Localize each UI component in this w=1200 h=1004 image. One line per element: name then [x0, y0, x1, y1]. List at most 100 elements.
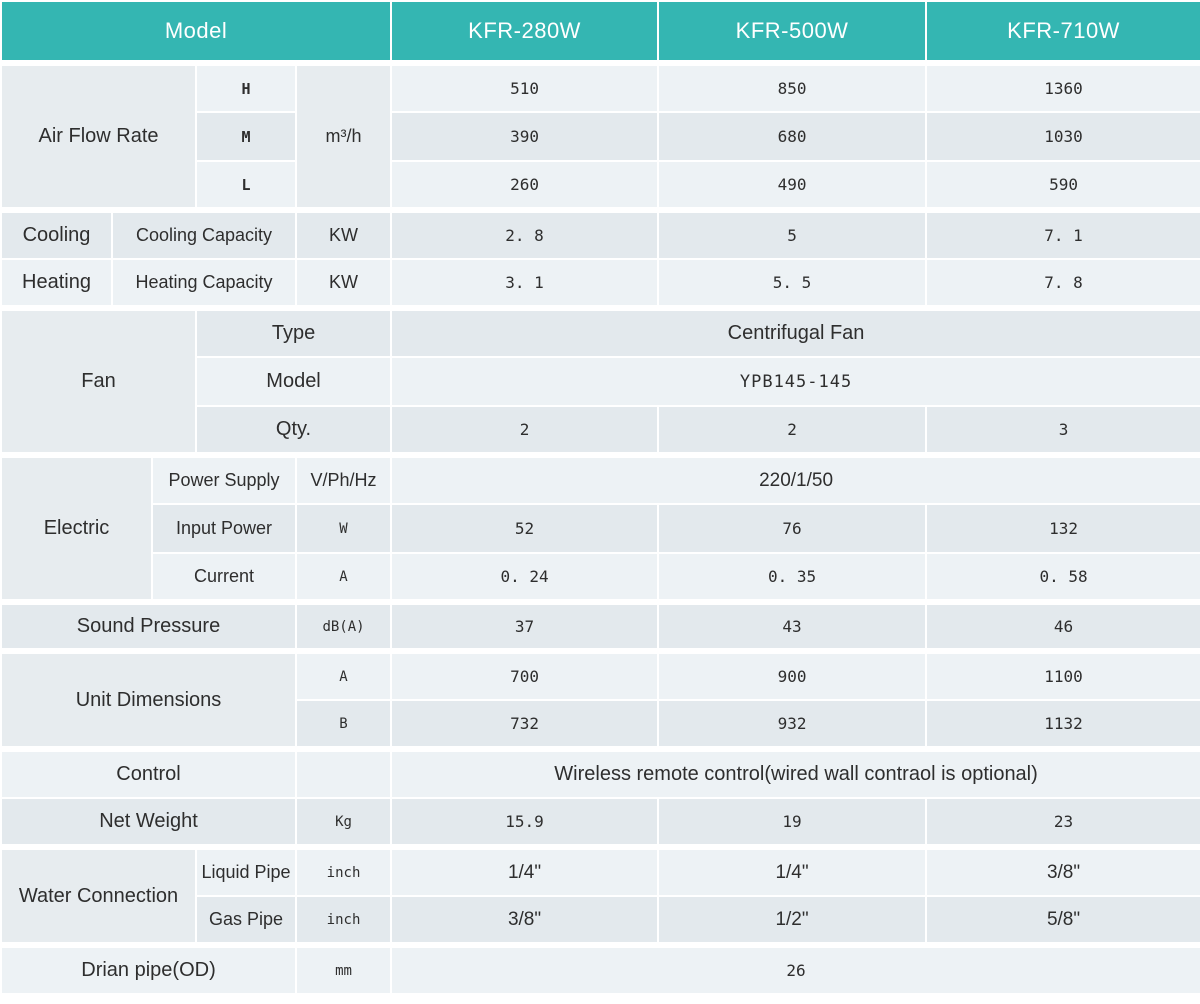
electric-label: Electric [0, 452, 153, 603]
net-weight-value: 19 [657, 797, 928, 848]
cooling-value: 5 [657, 207, 928, 260]
dimension-a-value: 700 [390, 648, 660, 701]
row-fan-model: Model YPB145-145 [1, 356, 1200, 407]
row-drain-pipe: Drian pipe(OD) mm 26 [0, 942, 1200, 995]
fan-type-value: Centrifugal Fan [390, 305, 1200, 358]
input-power-unit: W [294, 503, 393, 554]
row-fan-type: Fan Type Centrifugal Fan [0, 305, 1200, 456]
net-weight-label: Net Weight [0, 797, 297, 848]
gas-pipe-label: Gas Pipe [195, 895, 297, 946]
dimension-a-value: 900 [657, 648, 928, 701]
dimension-b-label: B [294, 699, 393, 750]
row-fan-qty: Qty. 2 2 3 [1, 405, 1200, 456]
gas-pipe-value: 3/8" [390, 895, 660, 946]
liquid-pipe-unit: inch [294, 844, 393, 897]
gas-pipe-value: 5/8" [925, 895, 1200, 946]
liquid-pipe-label: Liquid Pipe [195, 844, 297, 897]
unit-dimensions-label: Unit Dimensions [0, 648, 297, 750]
gas-pipe-value: 1/2" [657, 895, 928, 946]
fan-qty-value: 3 [925, 405, 1200, 456]
cooling-value: 2. 8 [390, 207, 660, 260]
air-flow-speed-l: L [195, 160, 297, 211]
row-dimension-b: B 732 932 1132 [1, 699, 1200, 750]
cooling-label: Cooling [0, 207, 113, 260]
power-supply-unit: V/Ph/Hz [294, 452, 393, 505]
air-flow-speed-h: H [195, 60, 297, 113]
row-control: Control Wireless remote control(wired wa… [0, 746, 1200, 799]
row-dimension-a: Unit Dimensions A 700 900 1100 [0, 648, 1200, 750]
air-flow-unit: m³/h [294, 60, 393, 211]
heating-value: 5. 5 [657, 258, 928, 309]
current-unit: A [294, 552, 393, 603]
heating-capacity-label: Heating Capacity [111, 258, 297, 309]
sound-pressure-value: 37 [390, 599, 660, 652]
air-flow-h-value: 1360 [925, 60, 1200, 113]
drain-pipe-value: 26 [390, 942, 1200, 995]
fan-qty-label: Qty. [194, 405, 393, 456]
sound-pressure-value: 43 [657, 599, 928, 652]
fan-model-label: Model [194, 356, 393, 407]
net-weight-value: 15.9 [390, 797, 660, 848]
air-flow-l-value: 490 [657, 160, 928, 211]
control-label: Control [0, 746, 297, 799]
input-power-value: 132 [925, 503, 1200, 554]
row-heating: Heating Heating Capacity KW 3. 1 5. 5 7.… [0, 258, 1200, 309]
air-flow-m-value: 390 [390, 111, 660, 162]
input-power-value: 76 [657, 503, 928, 554]
dimension-b-value: 732 [390, 699, 660, 750]
model-column-kfr-710w: KFR-710W [925, 0, 1200, 64]
drain-pipe-label: Drian pipe(OD) [0, 942, 297, 995]
air-flow-speed-m: M [195, 111, 297, 162]
dimension-a-value: 1100 [925, 648, 1200, 701]
sound-pressure-label: Sound Pressure [0, 599, 297, 652]
fan-qty-value: 2 [657, 405, 928, 456]
liquid-pipe-value: 3/8" [925, 844, 1200, 897]
cooling-unit: KW [294, 207, 393, 260]
heating-value: 7. 8 [925, 258, 1200, 309]
air-flow-h-value: 850 [657, 60, 928, 113]
liquid-pipe-value: 1/4" [657, 844, 928, 897]
row-net-weight: Net Weight Kg 15.9 19 23 [0, 797, 1200, 848]
current-value: 0. 58 [925, 552, 1200, 603]
control-value: Wireless remote control(wired wall contr… [390, 746, 1200, 799]
row-input-power: Input Power W 52 76 132 [1, 503, 1200, 554]
heating-unit: KW [294, 258, 393, 309]
row-sound-pressure: Sound Pressure dB(A) 37 43 46 [0, 599, 1200, 652]
dimension-a-label: A [294, 648, 393, 701]
row-gas-pipe: Gas Pipe inch 3/8" 1/2" 5/8" [1, 895, 1200, 946]
sound-pressure-value: 46 [925, 599, 1200, 652]
input-power-value: 52 [390, 503, 660, 554]
dimension-b-value: 932 [657, 699, 928, 750]
power-supply-value: 220/1/50 [390, 452, 1200, 505]
fan-type-label: Type [194, 305, 393, 358]
net-weight-value: 23 [925, 797, 1200, 848]
model-header-cell: Model [0, 0, 393, 64]
fan-model-value: YPB145-145 [390, 356, 1200, 407]
drain-pipe-unit: mm [294, 942, 393, 995]
model-column-kfr-280w: KFR-280W [390, 0, 660, 64]
water-connection-label: Water Connection [0, 844, 197, 946]
control-unit-empty [294, 746, 393, 799]
row-current: Current A 0. 24 0. 35 0. 58 [1, 552, 1200, 603]
net-weight-unit: Kg [294, 797, 393, 848]
row-cooling: Cooling Cooling Capacity KW 2. 8 5 7. 1 [0, 207, 1200, 260]
air-flow-h-value: 510 [390, 60, 660, 113]
heating-label: Heating [0, 258, 113, 309]
input-power-label: Input Power [151, 503, 297, 554]
cooling-value: 7. 1 [925, 207, 1200, 260]
sound-pressure-unit: dB(A) [294, 599, 393, 652]
air-flow-l-value: 590 [925, 160, 1200, 211]
dimension-b-value: 1132 [925, 699, 1200, 750]
fan-label: Fan [0, 305, 197, 456]
air-flow-m-value: 1030 [925, 111, 1200, 162]
cooling-capacity-label: Cooling Capacity [111, 207, 297, 260]
current-value: 0. 24 [390, 552, 660, 603]
row-air-flow-h: Air Flow Rate H m³/h 510 850 1360 [0, 60, 1200, 211]
gas-pipe-unit: inch [294, 895, 393, 946]
fan-qty-value: 2 [390, 405, 660, 456]
air-flow-label: Air Flow Rate [0, 60, 197, 211]
air-flow-m-value: 680 [657, 111, 928, 162]
current-value: 0. 35 [657, 552, 928, 603]
current-label: Current [151, 552, 297, 603]
